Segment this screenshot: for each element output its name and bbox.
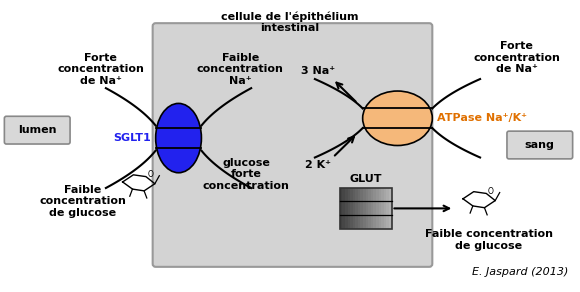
Bar: [358, 187, 360, 229]
Bar: [353, 187, 356, 229]
Text: cellule de l'épithélium
intestinal: cellule de l'épithélium intestinal: [221, 11, 359, 33]
Text: GLUT: GLUT: [349, 174, 382, 184]
Bar: [365, 187, 368, 229]
Ellipse shape: [362, 91, 432, 145]
Bar: [376, 187, 379, 229]
Bar: [340, 187, 342, 229]
Bar: [342, 187, 345, 229]
Text: ATPase Na⁺/K⁺: ATPase Na⁺/K⁺: [437, 113, 527, 123]
Bar: [384, 187, 386, 229]
Ellipse shape: [155, 103, 201, 173]
FancyBboxPatch shape: [153, 23, 432, 267]
Text: sang: sang: [525, 140, 554, 150]
Text: lumen: lumen: [18, 125, 56, 135]
Text: 2 K⁺: 2 K⁺: [305, 161, 331, 171]
Bar: [347, 187, 350, 229]
Text: Faible concentration
de glucose: Faible concentration de glucose: [425, 229, 553, 251]
Bar: [360, 187, 363, 229]
Bar: [374, 187, 376, 229]
Text: glucose
forte
concentration: glucose forte concentration: [203, 158, 289, 191]
Bar: [379, 187, 381, 229]
Text: Faible
concentration
Na⁺: Faible concentration Na⁺: [197, 53, 284, 86]
Text: Faible
concentration
de glucose: Faible concentration de glucose: [39, 185, 126, 218]
Bar: [386, 187, 389, 229]
Bar: [350, 187, 353, 229]
Text: O: O: [488, 187, 494, 196]
Text: 3 Na⁺: 3 Na⁺: [300, 66, 335, 76]
Bar: [371, 187, 374, 229]
Text: Forte
concentration
de Na⁺: Forte concentration de Na⁺: [57, 53, 144, 86]
Text: Forte
concentration
de Na⁺: Forte concentration de Na⁺: [473, 41, 560, 74]
Text: SGLT1: SGLT1: [113, 133, 151, 143]
FancyBboxPatch shape: [5, 116, 70, 144]
Bar: [340, 187, 392, 229]
Bar: [356, 187, 358, 229]
Bar: [389, 187, 392, 229]
FancyBboxPatch shape: [507, 131, 572, 159]
Text: E. Jaspard (2013): E. Jaspard (2013): [472, 267, 568, 277]
Bar: [363, 187, 365, 229]
Bar: [345, 187, 347, 229]
Text: O: O: [147, 170, 153, 179]
Bar: [381, 187, 384, 229]
Bar: [368, 187, 371, 229]
